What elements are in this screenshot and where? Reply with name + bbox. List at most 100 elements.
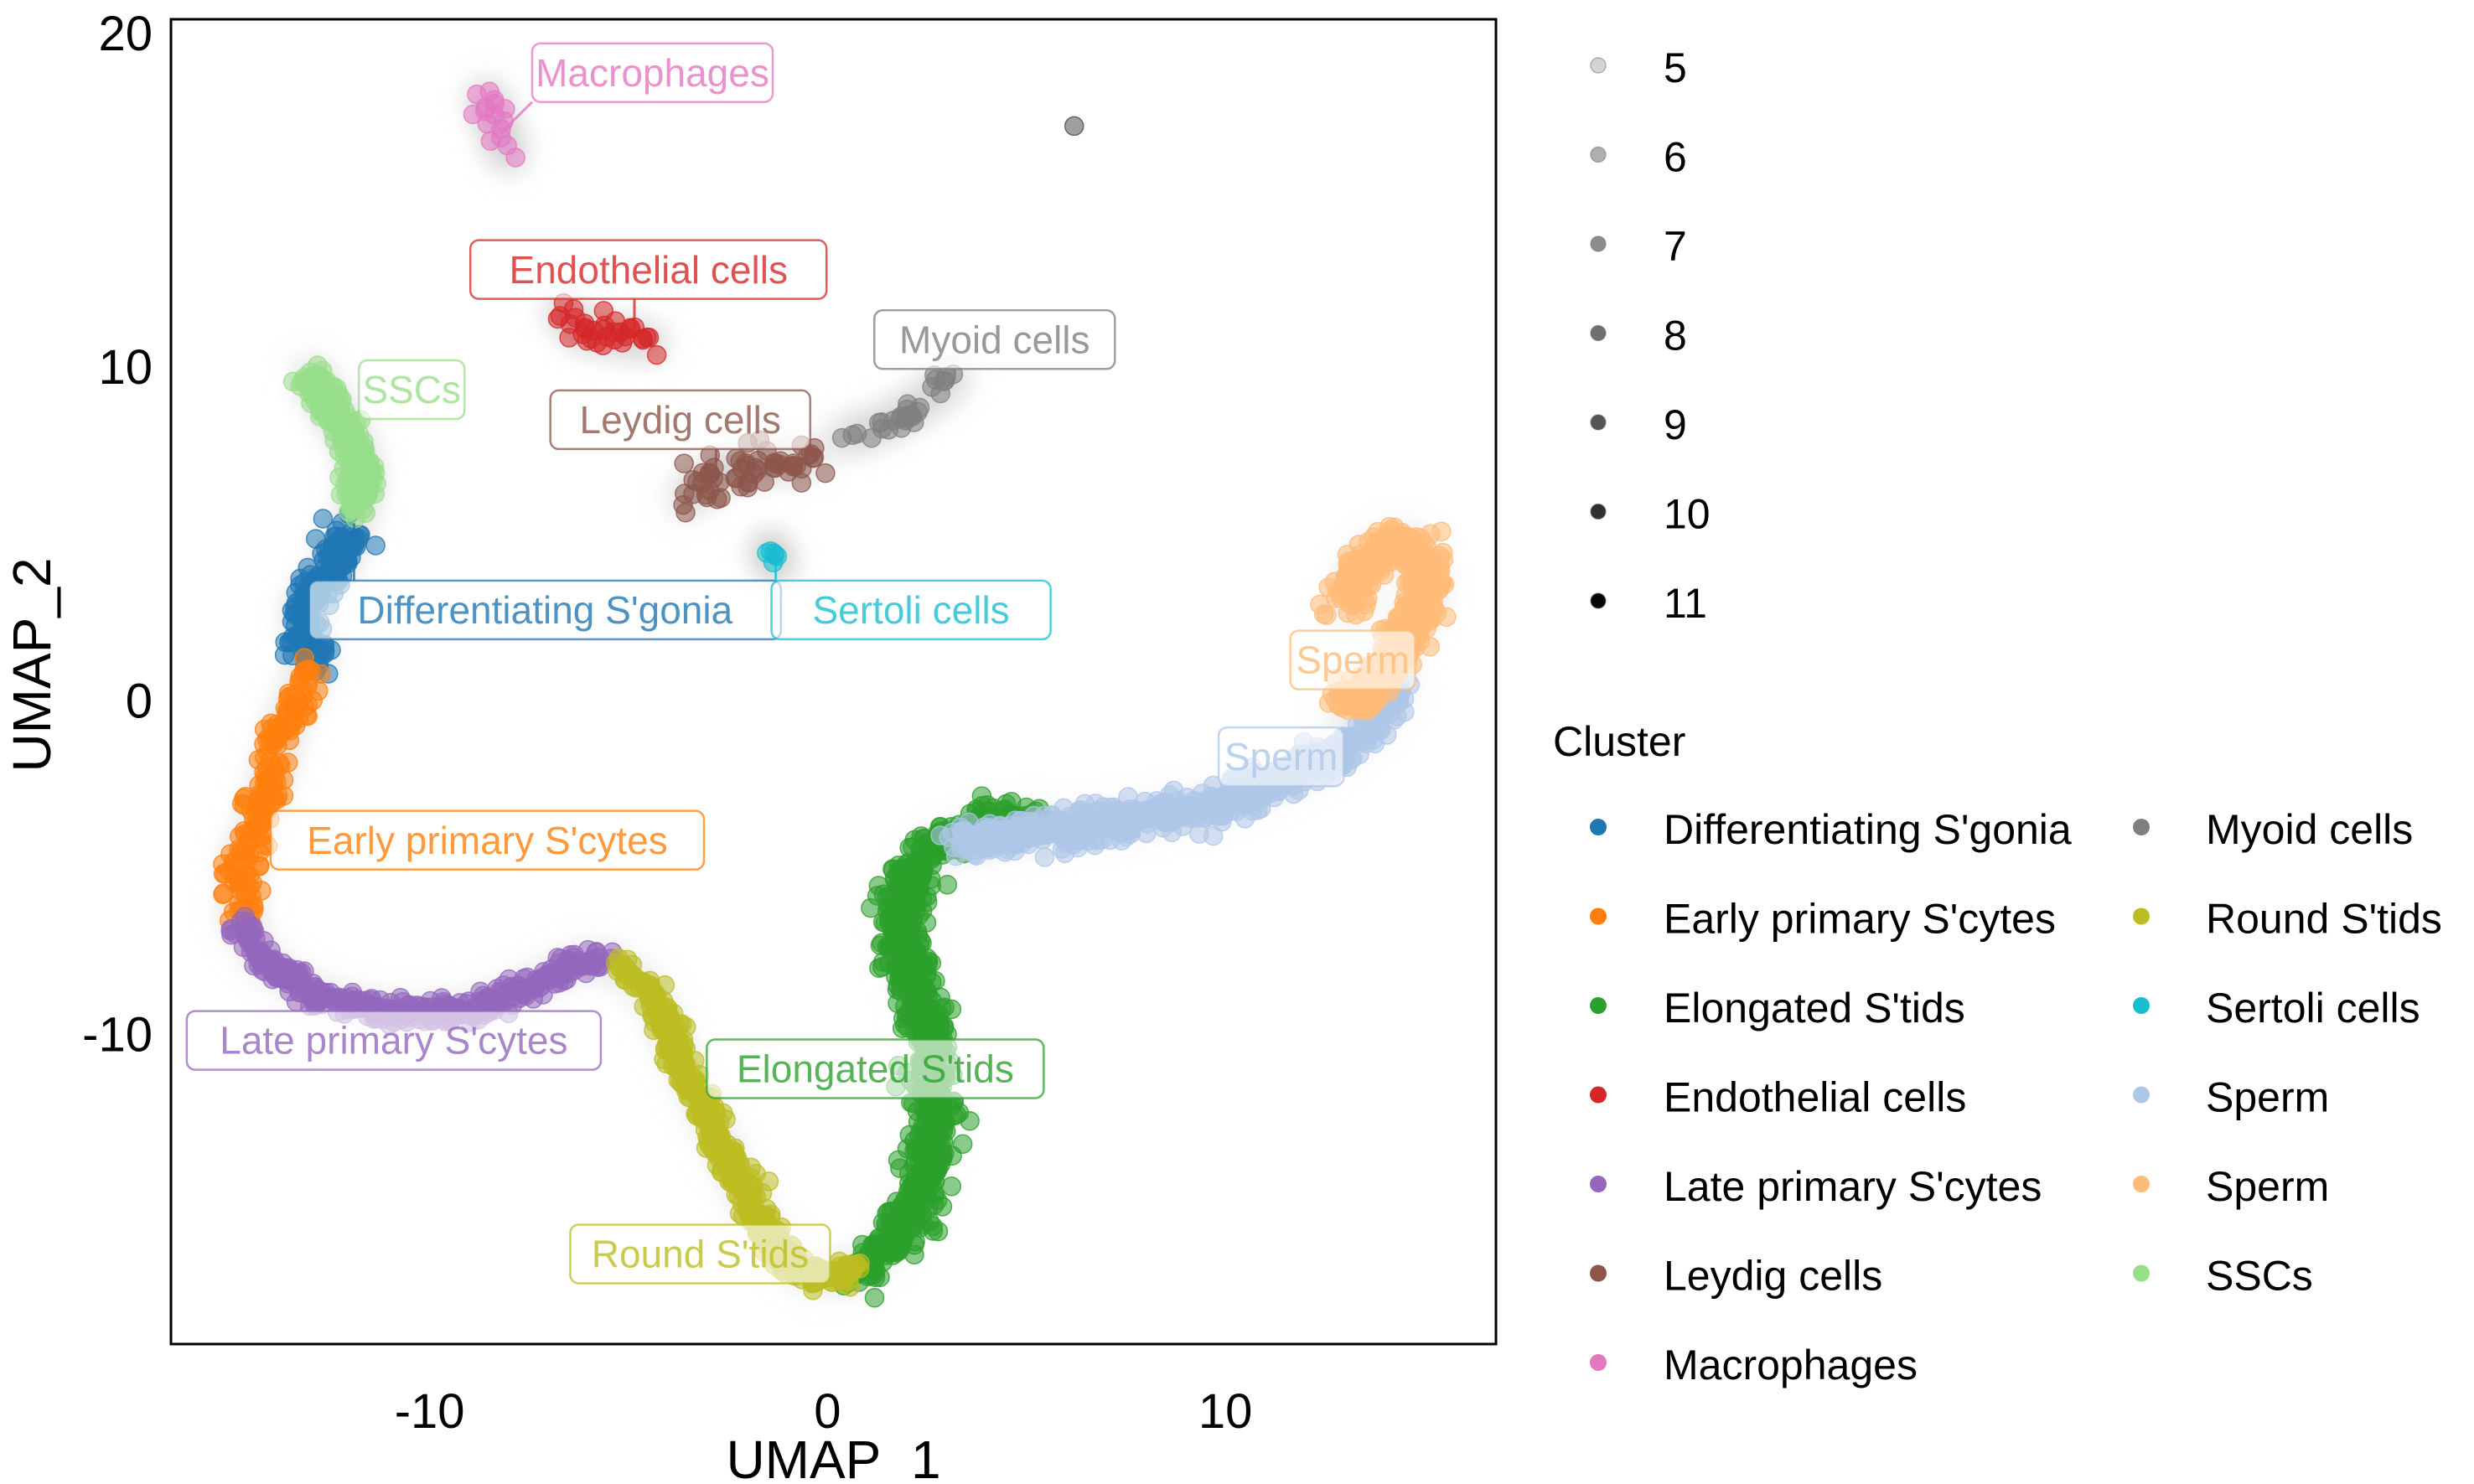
data-point <box>1200 804 1220 825</box>
data-point <box>277 959 298 979</box>
cluster-legend-label: Sperm <box>2206 1163 2329 1210</box>
data-point <box>1084 829 1105 850</box>
size-legend-key <box>1590 592 1607 609</box>
data-point <box>586 942 607 962</box>
data-point <box>1053 829 1074 850</box>
data-point <box>966 845 986 866</box>
data-point <box>899 837 919 858</box>
size-legend-label: 5 <box>1664 44 1687 91</box>
label-text: Sertoli cells <box>812 588 1009 632</box>
size-legend-label: 7 <box>1664 223 1687 270</box>
data-point <box>230 911 251 932</box>
data-point <box>574 313 595 334</box>
data-point <box>898 909 919 929</box>
cluster-label: Late primary S'cytes <box>185 1010 603 1071</box>
size-legend-key <box>1590 503 1607 520</box>
y-axis-title: UMAP_2 <box>2 557 62 772</box>
data-point <box>540 965 561 986</box>
cluster-label: Elongated S'tids <box>706 1038 1045 1099</box>
label-text: Elongated S'tids <box>737 1047 1014 1091</box>
data-point <box>505 147 525 168</box>
data-point <box>1368 542 1389 562</box>
data-point <box>933 1132 954 1153</box>
data-point <box>302 367 323 387</box>
data-point <box>1348 688 1368 708</box>
data-point <box>547 308 568 329</box>
data-point <box>685 1073 706 1094</box>
data-point <box>1012 817 1033 838</box>
cluster-labels-layer: Differentiating S'gonia Early primary S'c… <box>185 42 1416 1285</box>
data-point <box>1071 803 1091 823</box>
data-point <box>888 924 909 945</box>
data-point <box>1395 526 1415 547</box>
data-point <box>865 1267 886 1288</box>
data-point <box>909 397 930 418</box>
points-layer <box>213 81 1457 1308</box>
data-point <box>322 554 343 575</box>
data-point <box>804 447 825 468</box>
data-point <box>533 985 553 1005</box>
data-point <box>633 328 653 349</box>
cluster-label: Early primary S'cytes <box>269 778 706 871</box>
cluster-legend-item: Leydig cells <box>1590 1253 1882 1300</box>
data-point <box>873 1228 893 1249</box>
cluster-legend-key <box>1590 1264 1607 1282</box>
data-point <box>329 987 349 1008</box>
data-point <box>1420 636 1441 657</box>
data-point <box>941 1176 962 1197</box>
label-text: Sperm <box>1224 735 1338 778</box>
data-point <box>927 1114 948 1135</box>
data-point <box>507 980 528 1001</box>
data-point <box>263 734 283 755</box>
label-text: Early primary S'cytes <box>307 819 668 862</box>
cluster-legend-key <box>2133 1264 2150 1282</box>
data-point <box>1326 588 1346 608</box>
data-point <box>360 466 381 486</box>
data-point <box>1241 784 1262 804</box>
data-point <box>370 990 391 1011</box>
cluster-label: Sertoli cells <box>770 563 1052 641</box>
data-point <box>934 370 955 391</box>
data-point <box>976 825 996 846</box>
data-point <box>624 970 645 990</box>
size-legend-label: 6 <box>1664 134 1687 181</box>
size-legend-label: 11 <box>1664 580 1707 627</box>
data-point <box>736 452 756 473</box>
data-point <box>279 686 300 707</box>
data-point <box>659 1008 680 1028</box>
x-tick-label: 10 <box>1198 1384 1253 1439</box>
data-point <box>267 714 287 734</box>
data-point <box>463 104 484 125</box>
cluster-legend-item: Sperm <box>2133 1074 2329 1121</box>
label-text: Endothelial cells <box>510 248 788 292</box>
data-point <box>1034 847 1055 867</box>
y-tick-label: 0 <box>126 674 153 728</box>
size-legend-item: 8 <box>1590 313 1687 359</box>
y-tick-label: 10 <box>98 340 153 395</box>
size-legend-label: 8 <box>1664 313 1687 359</box>
cluster-label: Sperm <box>1217 726 1345 788</box>
size-legend-item: 10 <box>1590 491 1711 538</box>
cluster-legend-item: SSCs <box>2133 1253 2313 1300</box>
cluster-legend-key <box>1590 1176 1607 1192</box>
data-point <box>952 1134 973 1155</box>
cluster-label: Macrophages <box>499 42 774 135</box>
data-point <box>738 1184 758 1205</box>
data-point <box>213 884 233 905</box>
data-point <box>298 383 319 403</box>
density-halo-layer <box>216 74 1449 1300</box>
label-text: SSCs <box>362 368 461 411</box>
data-point <box>1408 593 1428 614</box>
cluster-legend-key <box>1590 997 1607 1014</box>
data-point <box>864 1287 885 1308</box>
data-point <box>1328 695 1348 716</box>
data-point <box>872 957 893 977</box>
data-point <box>391 987 411 1008</box>
data-point <box>928 1221 949 1242</box>
label-text: Myoid cells <box>899 318 1090 361</box>
size-legend-key <box>1590 146 1607 163</box>
data-point <box>1356 594 1376 615</box>
data-point <box>301 988 321 1008</box>
data-point <box>236 884 256 905</box>
